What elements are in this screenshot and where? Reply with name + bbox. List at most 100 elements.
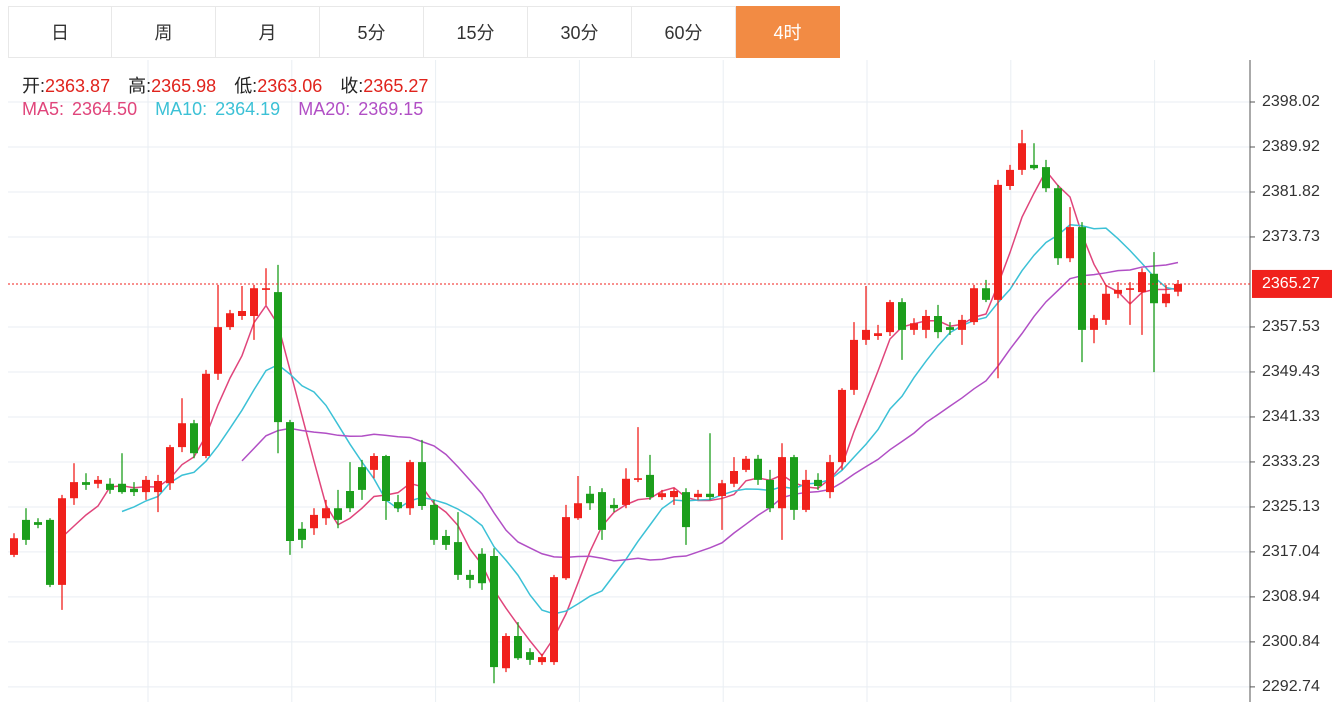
candle-body: [550, 577, 558, 663]
candle-body: [970, 288, 978, 323]
candle-body: [418, 462, 426, 506]
candle-body: [1006, 169, 1014, 186]
y-tick-label: 2389.92: [1262, 138, 1320, 155]
candle-body: [802, 479, 810, 510]
y-tick-label: 2325.13: [1262, 498, 1320, 515]
tab[interactable]: 周: [112, 6, 216, 58]
candle-body: [430, 504, 438, 540]
ma-value: 2364.19: [215, 99, 281, 119]
candle-body: [814, 479, 822, 486]
y-tick-label: 2373.73: [1262, 228, 1320, 245]
candle-body: [406, 462, 414, 509]
ohlc-label: 低:: [234, 76, 258, 96]
ohlc-value: 2363.87: [45, 76, 111, 96]
candle-body: [766, 479, 774, 509]
candle-body: [826, 462, 834, 493]
candle-body: [562, 517, 570, 579]
candle-body: [274, 292, 282, 423]
candle-body: [142, 479, 150, 493]
y-tick-label: 2308.94: [1262, 588, 1320, 605]
candle-body: [466, 574, 474, 580]
candle-body: [1018, 143, 1026, 170]
candle-body: [730, 471, 738, 484]
candle-body: [586, 493, 594, 504]
candle-body: [1090, 318, 1098, 330]
candle-body: [1042, 167, 1050, 189]
ohlc-label: 开:: [22, 76, 46, 96]
candle-body: [262, 288, 270, 290]
candle-body: [238, 311, 246, 316]
tab-bar: 日周月 5分 15分 30分 60分 4时: [8, 6, 840, 58]
candle-body: [886, 302, 894, 333]
ohlc-label: 收:: [340, 76, 364, 96]
tab[interactable]: 4时: [736, 6, 840, 58]
candle-body: [22, 519, 30, 540]
candle-body: [490, 556, 498, 668]
y-tick-label: 2341.33: [1262, 408, 1320, 425]
candle-body: [226, 313, 234, 328]
candle-body: [130, 488, 138, 493]
candle-body: [622, 478, 630, 505]
candle-body: [1138, 272, 1146, 293]
candle-body: [154, 481, 162, 493]
candle-body: [70, 482, 78, 499]
candle-body: [298, 528, 306, 540]
tab[interactable]: 60分: [632, 6, 736, 58]
candle-body: [670, 491, 678, 498]
candle-body: [1078, 227, 1086, 330]
candle-body: [442, 536, 450, 545]
candle-body: [874, 333, 882, 336]
tab[interactable]: 日: [8, 6, 112, 58]
ma-label: MA5:: [22, 99, 65, 119]
candle-body: [778, 457, 786, 509]
y-tick-label: 2292.74: [1262, 678, 1320, 695]
tab[interactable]: 月: [216, 6, 320, 58]
candle-body: [1066, 227, 1074, 259]
candle-body: [214, 327, 222, 374]
candle-body: [322, 508, 330, 519]
ma-label: MA10:: [155, 99, 208, 119]
candle-body: [58, 498, 66, 585]
ohlc-legend: 开:2363.87 高:2365.98 低:2363.06 收:2365.27: [22, 72, 446, 98]
tab[interactable]: 15分: [424, 6, 528, 58]
ohlc-value: 2365.27: [363, 76, 429, 96]
candle-body: [922, 316, 930, 330]
candle-body: [850, 339, 858, 390]
y-tick-label: 2300.84: [1262, 633, 1320, 650]
ma-label: MA20:: [298, 99, 351, 119]
candle-body: [574, 503, 582, 519]
candle-body: [10, 538, 18, 555]
candle-body: [394, 502, 402, 509]
candle-body: [454, 542, 462, 575]
candle-body: [754, 458, 762, 480]
candle-body: [610, 504, 618, 509]
candle-body: [46, 519, 54, 585]
candle-body: [202, 373, 210, 456]
ohlc-value: 2363.06: [257, 76, 323, 96]
ma-value: 2369.15: [358, 99, 424, 119]
tab[interactable]: 5分: [320, 6, 424, 58]
candle-body: [694, 493, 702, 498]
candle-body: [646, 474, 654, 498]
candle-body: [898, 302, 906, 330]
candle-body: [370, 456, 378, 470]
candle-body: [310, 514, 318, 529]
candle-body: [502, 636, 510, 669]
y-tick-label: 2398.02: [1262, 93, 1320, 110]
candle-body: [958, 319, 966, 330]
candle-body: [358, 467, 366, 490]
candle-body: [1150, 273, 1158, 304]
candle-body: [742, 458, 750, 470]
candle-body: [706, 493, 714, 498]
y-tick-label: 2357.53: [1262, 318, 1320, 335]
ma-value: 2364.50: [72, 99, 138, 119]
candle-body: [718, 483, 726, 496]
y-tick-label: 2317.04: [1262, 543, 1320, 560]
tab[interactable]: 30分: [528, 6, 632, 58]
candle-body: [1102, 293, 1110, 320]
candle-body: [106, 483, 114, 490]
candle-body: [982, 288, 990, 300]
candle-body: [250, 288, 258, 316]
y-tick-label: 2333.23: [1262, 453, 1320, 470]
